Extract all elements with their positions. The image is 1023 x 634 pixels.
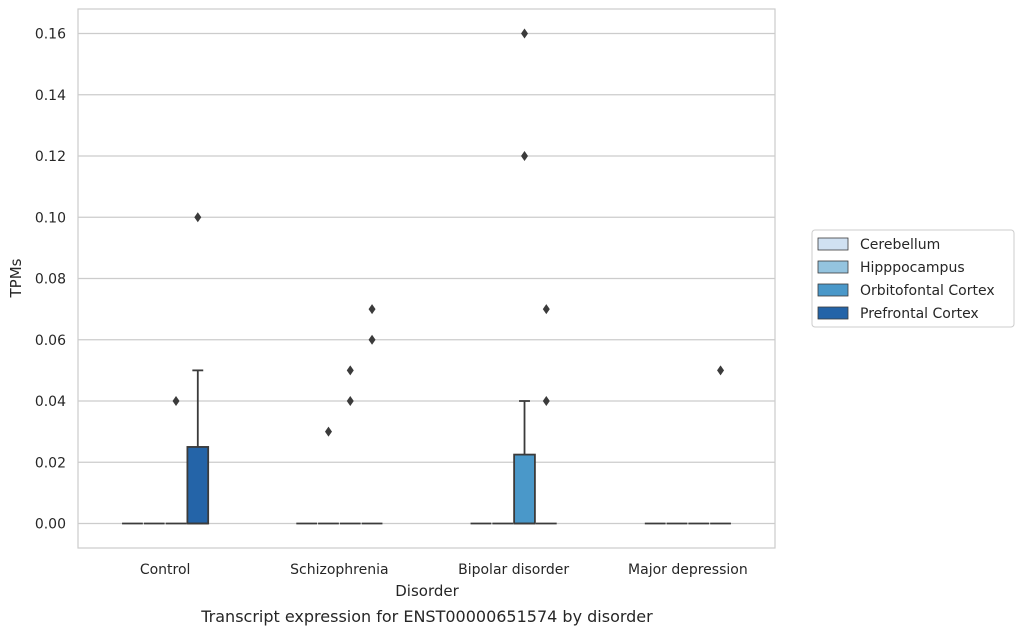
y-axis-title: TPMs (7, 258, 25, 298)
x-axis-title: Disorder (395, 582, 459, 600)
outlier-point (542, 304, 550, 315)
outlier-point (346, 396, 354, 406)
x-tick-label: Schizophrenia (290, 562, 388, 578)
legend-label: Cerebellum (860, 237, 940, 253)
outlier-point (194, 212, 202, 223)
plot-frame (77, 8, 776, 549)
legend-label: Prefrontal Cortex (860, 306, 979, 322)
outlier-point (324, 426, 332, 437)
chart-caption: Transcript expression for ENST0000065157… (200, 607, 653, 626)
legend-item: Orbitofontal Cortex (817, 283, 995, 299)
x-tick-label: Major depression (628, 562, 748, 578)
box-orbitofontal-cortex (165, 396, 187, 525)
y-tick-label: 0.08 (35, 272, 66, 288)
boxes (122, 28, 731, 525)
legend-swatch (817, 237, 849, 251)
outlier-point (368, 304, 376, 315)
box-orbitofontal-cortex (339, 365, 361, 525)
x-tick-label: Control (140, 562, 191, 578)
outlier-point (521, 28, 529, 39)
outlier-point (542, 396, 550, 406)
x-axis-ticks: Control Schizophrenia Bipolar disorder Majo… (140, 562, 748, 578)
y-tick-label: 0.00 (35, 517, 66, 533)
legend-label: Orbitofontal Cortex (860, 283, 995, 299)
y-tick-label: 0.14 (35, 88, 66, 104)
y-tick-label: 0.06 (35, 333, 66, 349)
y-tick-label: 0.02 (35, 455, 66, 471)
legend-swatch (817, 283, 849, 297)
box-hipppocampus (318, 426, 339, 525)
legend-item: Hipppocampus (817, 260, 965, 276)
outlier-point (172, 396, 180, 406)
outlier-point (521, 151, 529, 161)
outlier-point (346, 365, 354, 376)
x-tick-label: Bipolar disorder (458, 562, 569, 578)
box-prefrontal-cortex (535, 304, 557, 525)
legend-item: Cerebellum (817, 237, 940, 253)
box-prefrontal-cortex (710, 365, 731, 525)
outlier-point (368, 334, 376, 345)
legend-swatch (817, 306, 849, 320)
y-tick-label: 0.12 (35, 149, 66, 165)
box-prefrontal-cortex (186, 212, 210, 525)
legend-frame (811, 229, 1015, 328)
legend-label: Hipppocampus (860, 260, 965, 276)
box-orbitofontal-cortex (513, 28, 536, 525)
y-tick-label: 0.16 (35, 27, 66, 43)
legend-item: Prefrontal Cortex (817, 306, 979, 322)
y-tick-label: 0.04 (35, 394, 66, 410)
outlier-point (717, 365, 725, 376)
box-body (513, 453, 536, 525)
grid-lines (78, 32, 775, 525)
y-axis-ticks: 0.00 0.02 0.04 0.06 0.08 0.10 0.12 0.14 0.16 (35, 27, 66, 533)
box-body (186, 446, 210, 525)
y-tick-label: 0.10 (35, 210, 66, 226)
legend: Cerebellum Hipppocampus Orbitofontal Corte… (811, 229, 1015, 328)
box-prefrontal-cortex (361, 304, 383, 525)
legend-swatch (817, 260, 849, 274)
